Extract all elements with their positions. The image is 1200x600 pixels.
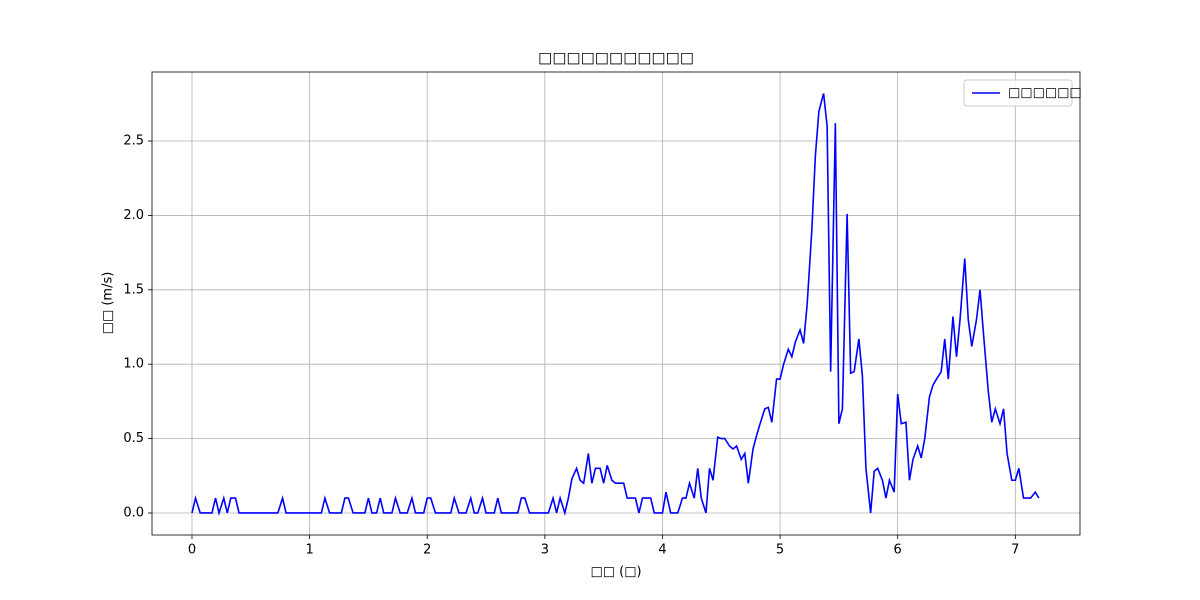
x-axis-label: □□ (□) <box>590 565 641 580</box>
x-tick-label: 2 <box>423 543 431 558</box>
x-tick-label: 6 <box>894 543 902 558</box>
legend-label: □□□□□□ <box>1008 86 1082 101</box>
legend-box <box>963 79 1073 107</box>
y-tick-label: 1.0 <box>123 357 144 372</box>
legend: □□□□□□ <box>963 79 1082 107</box>
chart-title: □□□□□□□□□□□ <box>538 49 694 67</box>
x-tick-label: 3 <box>541 543 549 558</box>
x-tick-label: 4 <box>658 543 666 558</box>
x-tick-label: 7 <box>1011 543 1019 558</box>
y-tick-label: 1.5 <box>123 282 144 297</box>
plot-frame <box>151 71 1081 536</box>
y-tick-label: 2.0 <box>123 208 144 223</box>
y-tick-label: 2.5 <box>123 134 144 149</box>
y-axis-label: □□ (m/s) <box>101 272 116 335</box>
x-tick-label: 5 <box>776 543 784 558</box>
data-line <box>191 93 1040 516</box>
x-tick-label: 0 <box>188 543 196 558</box>
x-tick-label: 1 <box>305 543 313 558</box>
y-tick-label: 0.5 <box>123 431 144 446</box>
y-tick-label: 0.0 <box>123 505 144 520</box>
